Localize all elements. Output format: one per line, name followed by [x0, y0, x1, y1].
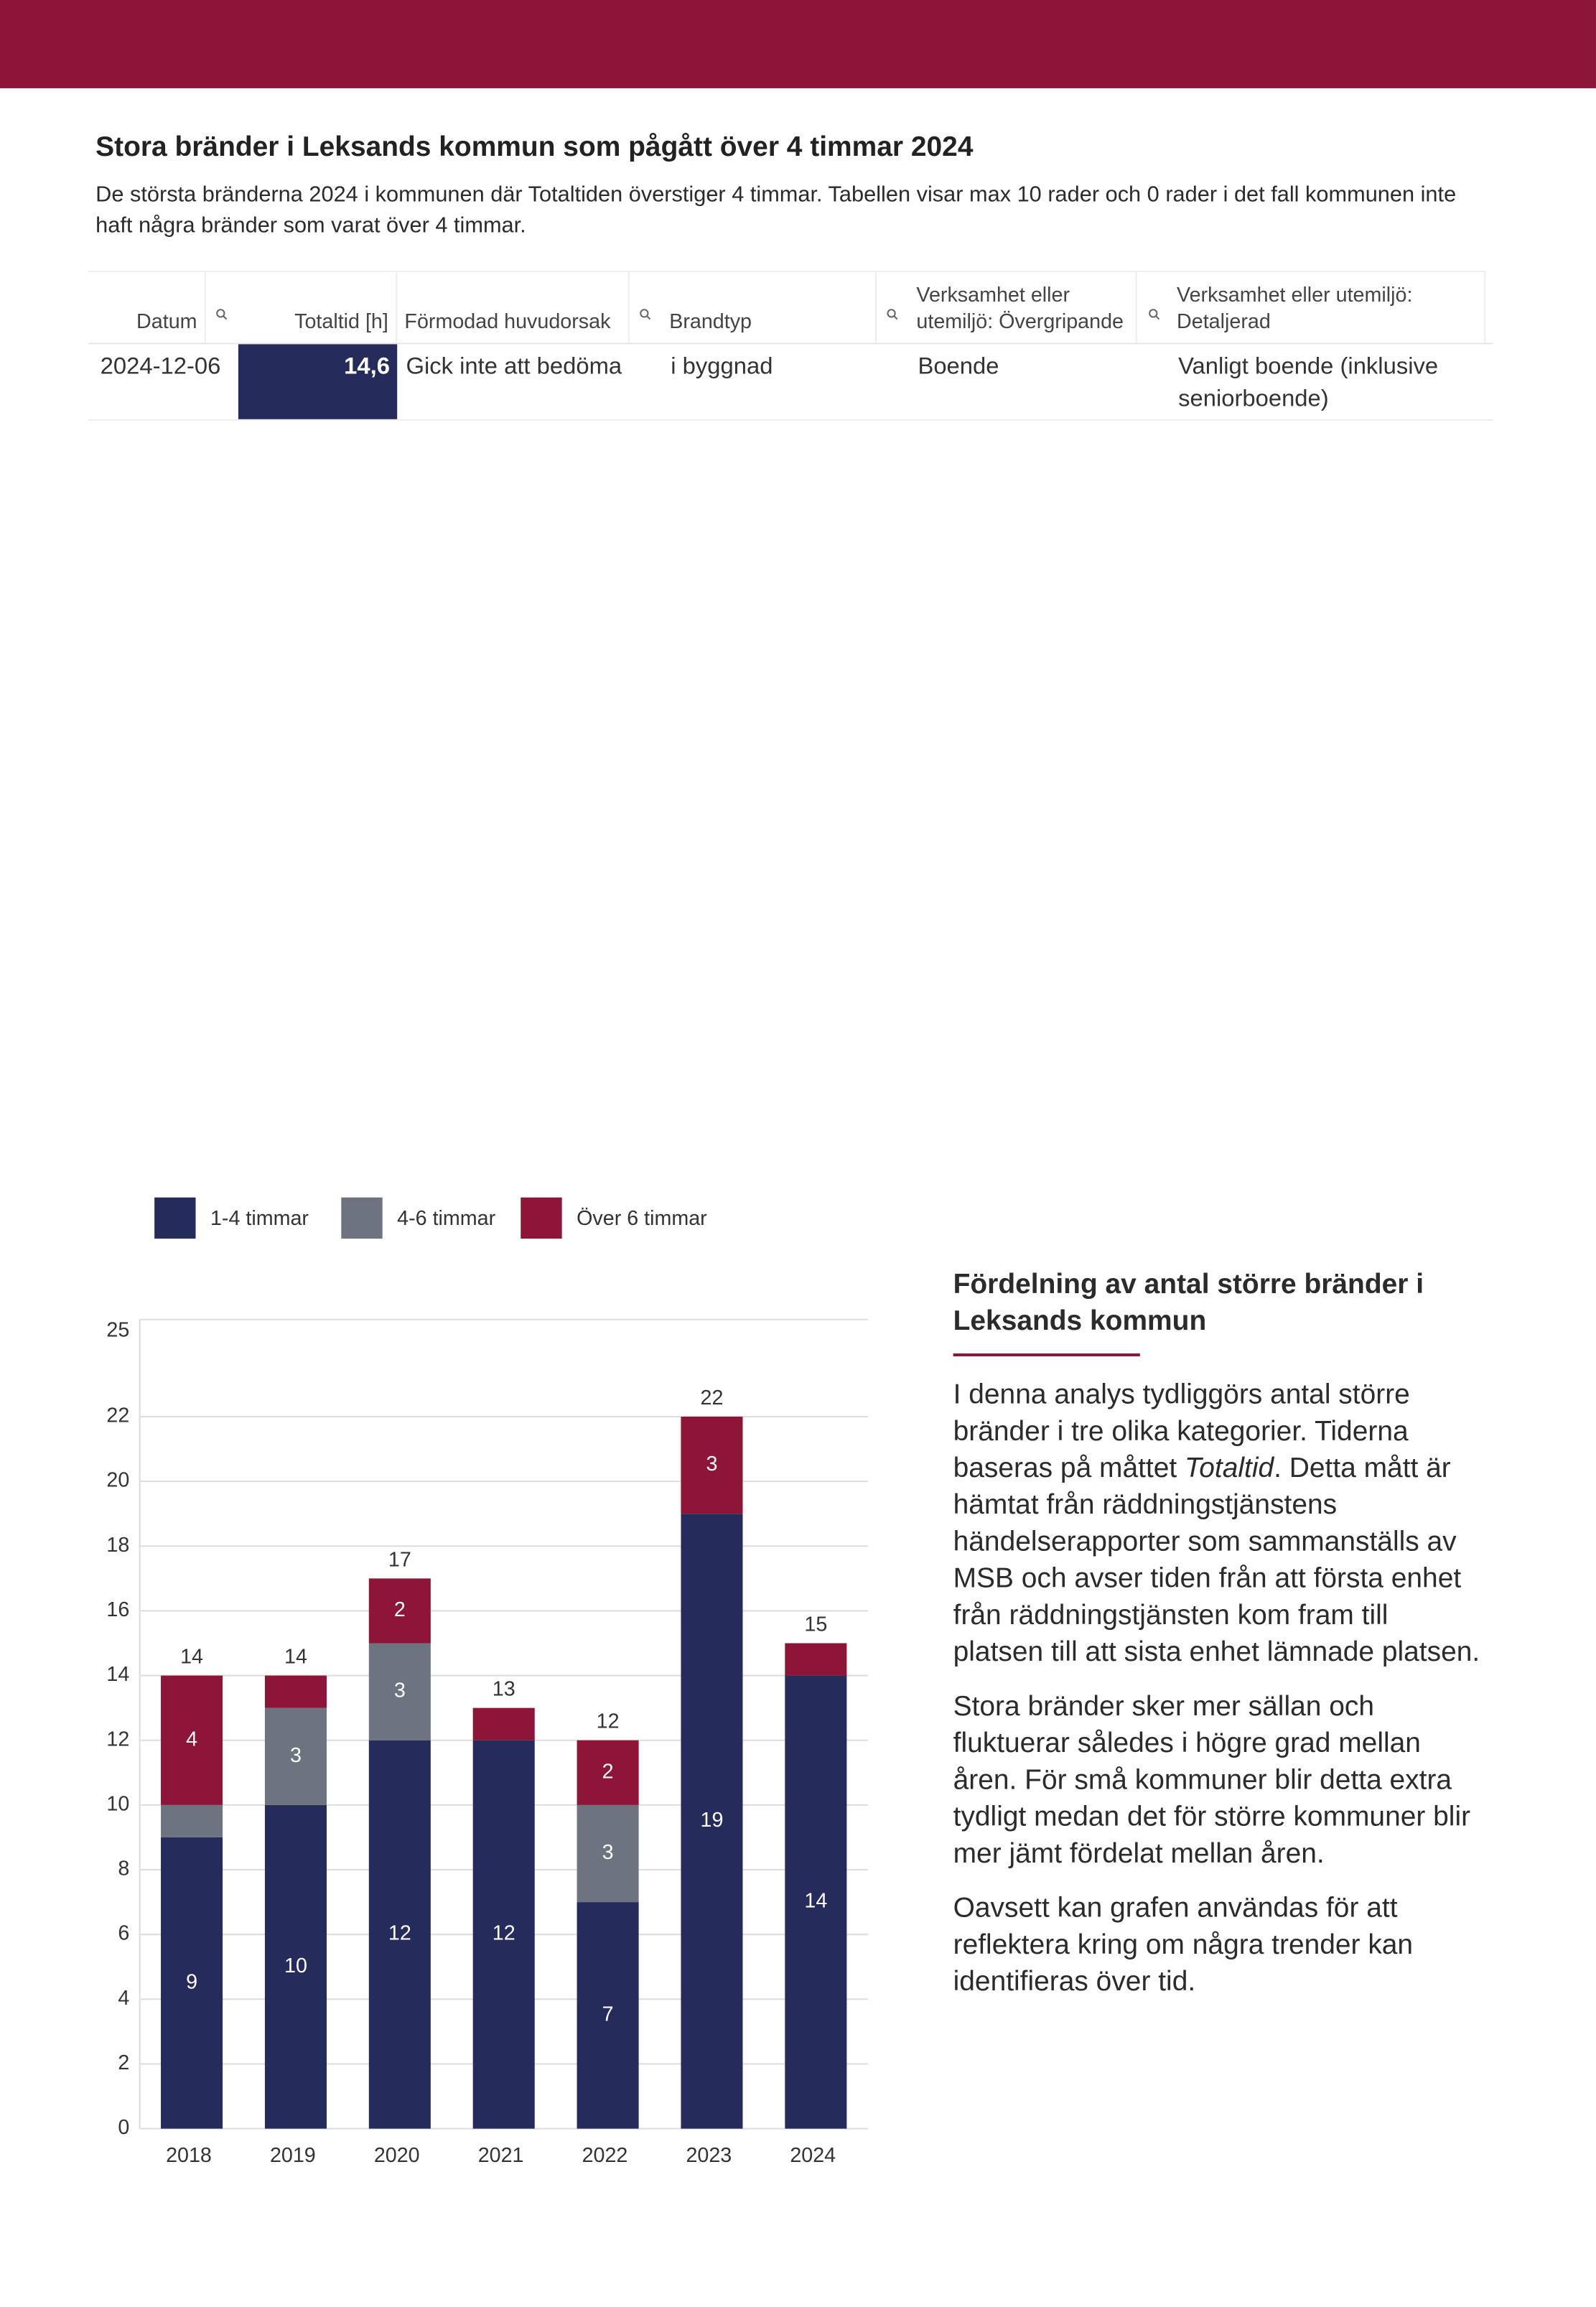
- side-text: I denna analys tydliggörs antal större b…: [953, 1377, 1486, 2018]
- y-tick-label: 8: [118, 1858, 129, 1880]
- segment-label: 19: [701, 1809, 724, 1832]
- segment-label: 2: [602, 1760, 614, 1783]
- y-tick-label: 4: [118, 1987, 129, 2010]
- x-tick-label: 2019: [270, 2144, 316, 2167]
- total-label: 14: [284, 1646, 307, 1669]
- bar-segment: [577, 1804, 639, 1903]
- column-header: Brandtyp: [662, 272, 877, 343]
- segment-label: 4: [186, 1728, 197, 1751]
- total-label: 17: [388, 1548, 411, 1571]
- total-label: 12: [597, 1710, 620, 1733]
- search-icons: [216, 309, 1160, 320]
- column-header: Verksamhet eller utemiljö: Övergripande: [909, 272, 1137, 343]
- header-bar: [0, 0, 1596, 88]
- text: I denna analys tydliggörs antal större b…: [953, 1379, 1410, 1485]
- paragraph: Oavsett kan grafen användas för att refl…: [953, 1893, 1414, 1998]
- legend-swatch: [521, 1197, 562, 1239]
- x-tick-label: 2022: [582, 2144, 628, 2167]
- paragraph: Stora bränder sker mer sällan och fluktu…: [953, 1692, 1471, 1870]
- bar-segment: [472, 1707, 535, 1740]
- segment-label: 10: [284, 1954, 307, 1977]
- y-tick-label: 10: [106, 1792, 129, 1815]
- heading-rule: [953, 1353, 1140, 1356]
- legend-label: 4-6 timmar: [397, 1207, 495, 1230]
- table-border: [88, 342, 1493, 345]
- table-cell: Boende: [918, 354, 999, 380]
- y-tick-label: 20: [106, 1469, 129, 1492]
- legend-label: 1-4 timmar: [210, 1207, 309, 1230]
- table-cell: i byggnad: [671, 354, 773, 380]
- bar-segment: [681, 1514, 743, 2129]
- segment-label: 3: [706, 1453, 717, 1476]
- column-header: Datum: [88, 272, 206, 343]
- column-header: Verksamhet eller utemiljö: Detaljerad: [1170, 272, 1486, 343]
- table-title: Stora bränder i Leksands kommun som pågå…: [95, 132, 974, 164]
- x-tick-label: 2021: [478, 2144, 524, 2167]
- total-label: 14: [180, 1646, 203, 1669]
- y-tick-label: 14: [106, 1663, 129, 1686]
- y-tick-label: 0: [118, 2116, 129, 2139]
- y-tick-label: 2: [118, 2051, 129, 2074]
- y-tick-label: 25: [106, 1319, 129, 1342]
- bar-segment: [264, 1707, 327, 1805]
- bar-segment: [577, 1902, 639, 2129]
- bar-segment: [368, 1578, 431, 1644]
- legend-swatch: [154, 1197, 196, 1239]
- y-tick-label: 22: [106, 1404, 129, 1427]
- x-tick-label: 2020: [374, 2144, 420, 2167]
- y-tick-label: 18: [106, 1534, 129, 1557]
- segment-label: 3: [290, 1744, 302, 1767]
- y-tick-label: 12: [106, 1728, 129, 1751]
- table-border: [88, 270, 1486, 273]
- total-label: 13: [493, 1678, 515, 1701]
- bar-segment: [785, 1675, 847, 2129]
- segment-label: 9: [186, 1970, 197, 1993]
- total-label: 15: [804, 1613, 827, 1636]
- segment-label: 3: [394, 1679, 406, 1702]
- stacked-bar-chart: 1-4 timmar 4-6 timmar Över 6 timmar 0 2 4 6 8 10…: [106, 1197, 868, 2167]
- y-tick-label: 6: [118, 1922, 129, 1945]
- segment-label: 14: [804, 1890, 827, 1913]
- total-label: 22: [701, 1386, 724, 1409]
- bar-segment: [472, 1740, 535, 2129]
- bar-segment: [368, 1740, 431, 2129]
- x-tick-label: 2023: [686, 2144, 732, 2167]
- table-description: De största bränderna 2024 i kommunen där…: [95, 182, 1457, 238]
- table-cell: Vanligt boende (inklusive seniorboende): [1178, 354, 1439, 412]
- segment-label: 3: [602, 1841, 614, 1864]
- table-cell: Gick inte att bedöma: [406, 354, 622, 380]
- column-header: Förmodad huvudorsak: [397, 272, 630, 343]
- bar-segment: [368, 1643, 431, 1740]
- side-heading: Fördelning av antal större bränder i Lek…: [953, 1269, 1424, 1338]
- bar-segment: [681, 1416, 743, 1514]
- text: . Detta mått är hämtat från räddningstjä…: [953, 1453, 1480, 1669]
- bar-segment: [161, 1804, 223, 1837]
- segment-label: 7: [602, 2003, 614, 2026]
- bar-segment: [264, 1804, 327, 2129]
- bar-segment: [161, 1675, 223, 1805]
- column-header: Totaltid [h]: [238, 272, 398, 343]
- bar-segment: [785, 1643, 847, 1676]
- bar-segment: [577, 1740, 639, 1805]
- paragraph: I denna analys tydliggörs antal större b…: [953, 1377, 1486, 1672]
- segment-label: 12: [493, 1922, 515, 1945]
- table-cell: 2024-12-06: [100, 354, 221, 380]
- emphasis: Totaltid: [1185, 1453, 1274, 1485]
- x-tick-label: 2018: [166, 2144, 212, 2167]
- table-cell: 14,6: [238, 344, 398, 419]
- segment-label: 12: [388, 1922, 411, 1945]
- bar-segment: [161, 1837, 223, 2129]
- x-tick-label: 2024: [790, 2144, 836, 2167]
- y-tick-label: 16: [106, 1598, 129, 1621]
- legend-swatch: [341, 1197, 383, 1239]
- legend-label: Över 6 timmar: [577, 1207, 707, 1230]
- bar-segment: [264, 1675, 327, 1708]
- segment-label: 2: [394, 1598, 406, 1621]
- table-border: [88, 419, 1493, 421]
